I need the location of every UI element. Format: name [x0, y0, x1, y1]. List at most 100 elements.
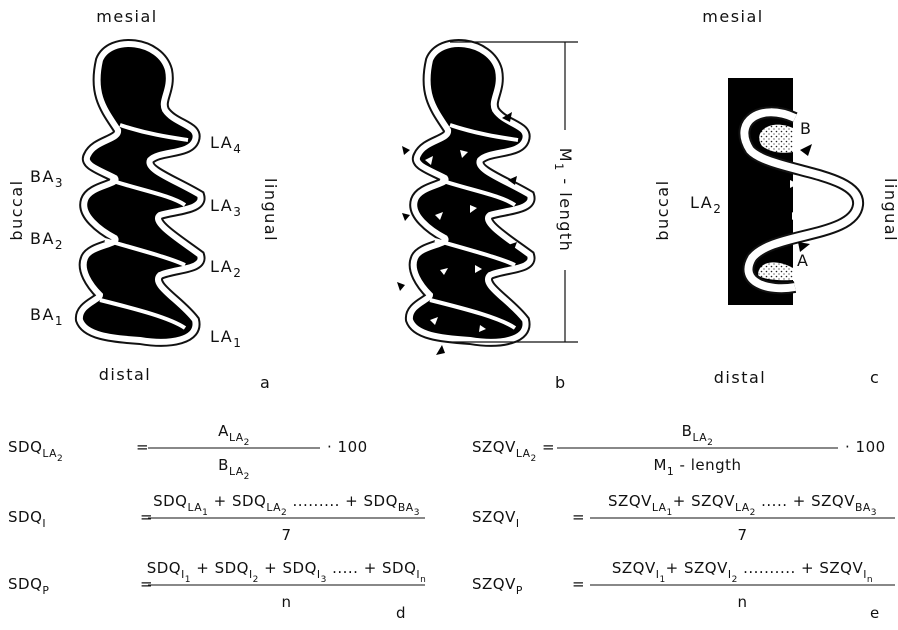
- equals-sign: =: [140, 575, 153, 593]
- label-sub: 1: [55, 314, 64, 328]
- text-run: 2: [244, 438, 250, 448]
- text-run: LA: [42, 447, 57, 460]
- orientation-label: distal: [99, 365, 151, 384]
- text-run: BA: [855, 501, 871, 514]
- text-run: 7: [737, 526, 747, 544]
- label-sub: 1: [233, 336, 242, 350]
- text-run: ..... + SZQV: [756, 492, 855, 510]
- factor: · 100: [845, 438, 886, 456]
- text-run: LA: [266, 501, 281, 514]
- label-sub: 2: [713, 202, 722, 216]
- label-base: LA: [210, 133, 233, 152]
- text-run: P: [42, 584, 49, 597]
- part-label: BA2: [30, 229, 64, 252]
- formula-lhs: SDQI: [8, 508, 46, 530]
- text-run: SZQV: [612, 559, 656, 577]
- text-run: + SZQV: [673, 492, 735, 510]
- factor: · 100: [327, 438, 368, 456]
- orientation-label: buccal: [7, 179, 26, 240]
- text-run: - length: [674, 456, 741, 474]
- part-label: BA1: [30, 305, 64, 328]
- orientation-label: lingual: [261, 178, 280, 242]
- numerator: SZQVI1+ SZQVI2 .......... + SZQVIn: [612, 559, 873, 585]
- text-run: I: [516, 517, 520, 530]
- text-run: 7: [281, 526, 291, 544]
- text-run: LA: [516, 447, 531, 460]
- text-run: BA: [398, 501, 414, 514]
- orientation-label: mesial: [96, 7, 157, 26]
- label-base: B: [800, 119, 812, 138]
- part-label: LA3: [210, 196, 242, 219]
- equals-sign: =: [572, 575, 585, 593]
- text-run: SZQV: [472, 438, 516, 456]
- text-run: n: [737, 593, 747, 611]
- text-run: 2: [531, 454, 537, 464]
- part-label: LA1: [210, 327, 242, 350]
- label-base: A: [797, 251, 809, 270]
- denominator: M1 - length: [653, 456, 741, 478]
- part-label: B: [800, 119, 812, 138]
- text-run: - length: [556, 172, 575, 252]
- part-label: LA4: [210, 133, 242, 156]
- text-run: SDQ: [8, 575, 42, 593]
- panel-letter: d: [396, 604, 406, 622]
- numerator: SDQI1 + SDQI2 + SDQI3 ..... + SDQIn: [147, 559, 427, 585]
- text-run: 3: [414, 508, 420, 518]
- numerator: SDQLA1 + SDQLA2 ......... + SDQBA3: [153, 492, 420, 518]
- text-run: 2: [707, 438, 713, 448]
- part-label: LA2: [210, 257, 242, 280]
- formula-lhs: SZQVP: [472, 575, 523, 597]
- figure: SDQLA2=ALA2BLA2· 100SDQI=SDQLA1 + SDQLA2…: [0, 0, 898, 630]
- text-run: n: [420, 575, 426, 585]
- formula-lhs: SZQVI: [472, 508, 520, 530]
- denominator: 7: [281, 526, 291, 544]
- text-run: LA: [229, 431, 244, 444]
- text-run: ......... + SDQ: [287, 492, 398, 510]
- text-run: 3: [871, 508, 877, 518]
- page: {"panel_a": {"top": "mesial", "bottom": …: [0, 0, 898, 630]
- label-sub: 3: [55, 176, 64, 190]
- orientation-label: buccal: [653, 179, 672, 240]
- text-run: SDQ: [8, 438, 42, 456]
- text-run: ..... + SDQ: [327, 559, 417, 577]
- label-sub: 2: [55, 238, 64, 252]
- text-run: SZQV: [472, 575, 516, 593]
- panel-letter: a: [260, 373, 271, 392]
- section-c: [728, 78, 858, 305]
- label-base: BA: [30, 167, 55, 186]
- text-run: .......... + SZQV: [738, 559, 864, 577]
- panel-letter: c: [870, 368, 880, 387]
- text-run: LA: [187, 501, 202, 514]
- text-run: M: [556, 148, 575, 163]
- text-run: LA: [229, 465, 244, 478]
- part-label: A: [797, 251, 809, 270]
- denominator: BLA2: [218, 456, 250, 482]
- equals-sign: =: [572, 508, 585, 526]
- tooth-a: [80, 44, 201, 342]
- text-run: + SDQ: [191, 559, 249, 577]
- label-base: LA: [210, 327, 233, 346]
- orientation-label: mesial: [702, 7, 763, 26]
- formula-lhs: SDQP: [8, 575, 49, 597]
- numerator: ALA2: [218, 422, 250, 448]
- tooth-b: [397, 44, 531, 355]
- denominator: n: [281, 593, 291, 611]
- panel-letter: b: [555, 373, 567, 392]
- text-run: SDQ: [8, 508, 42, 526]
- label-sub: 3: [233, 205, 242, 219]
- text-run: n: [867, 575, 873, 585]
- text-run: M: [653, 456, 666, 474]
- text-run: 1: [667, 465, 674, 478]
- text-run: + SDQ: [259, 559, 317, 577]
- formula-lhs: SDQLA2: [8, 438, 63, 464]
- text-run: A: [218, 422, 229, 440]
- equals-sign: =: [542, 438, 555, 456]
- text-run: 1: [552, 163, 566, 172]
- text-run: B: [682, 422, 693, 440]
- label-base: LA: [210, 257, 233, 276]
- length-label: M1 - length: [552, 148, 575, 253]
- equals-sign: =: [136, 438, 149, 456]
- text-run: 2: [244, 472, 250, 482]
- text-run: SDQ: [153, 492, 187, 510]
- panel-letter: e: [870, 604, 880, 622]
